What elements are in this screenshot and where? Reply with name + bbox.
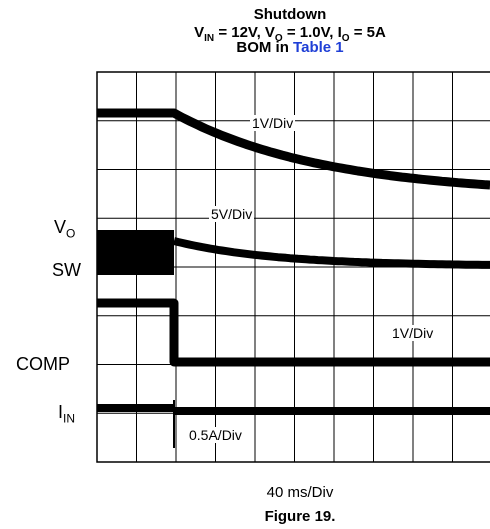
plot-frame: [96, 71, 490, 463]
scale-label-comp: 1V/Div: [390, 325, 436, 341]
trace-sw-switching: [97, 230, 174, 275]
title-shutdown: Shutdown: [253, 6, 327, 23]
trace-label-comp: COMP: [16, 354, 70, 374]
trace-vo: [97, 108, 490, 190]
trace-sw: [173, 237, 490, 269]
scope-traces: [97, 108, 490, 448]
title-line-3: BOM in Table 1: [236, 39, 344, 56]
trace-label-vo: VO: [54, 217, 76, 241]
figure-caption: Figure 19.: [264, 508, 336, 525]
scale-label-iin: 0.5A/Div: [187, 427, 244, 443]
trace-comp: [97, 298, 490, 367]
table-1-link[interactable]: Table 1: [293, 39, 344, 56]
title-line-2: VIN = 12V, VO = 1.0V, IO = 5A: [194, 24, 386, 44]
trace-label-sw: SW: [52, 260, 81, 280]
scale-label-vo: 1V/Div: [250, 115, 296, 131]
trace-label-iin: IIN: [58, 402, 76, 426]
timebase-label: 40 ms/Div: [266, 484, 334, 501]
scale-label-sw: 5V/Div: [209, 206, 255, 222]
title-line-1: Shutdown: [0, 6, 490, 23]
